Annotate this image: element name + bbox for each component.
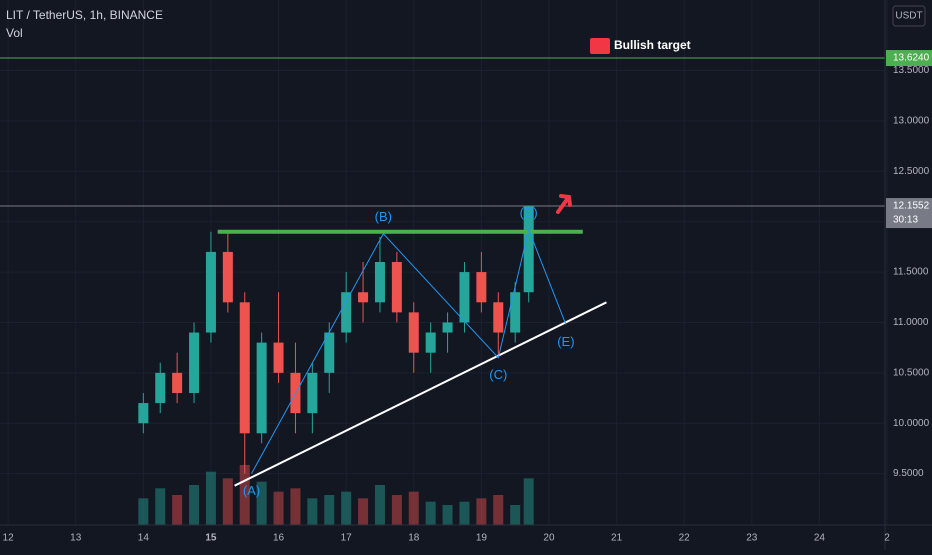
price-note: Bullish target — [614, 38, 691, 52]
volume-bar — [307, 498, 318, 525]
wave-path — [251, 228, 567, 474]
volume-bar — [510, 505, 521, 525]
volume-bar — [324, 495, 335, 525]
volume-bar — [290, 488, 301, 525]
price-label-box — [886, 198, 932, 229]
volume-bar — [239, 465, 250, 525]
candle-body — [425, 332, 436, 353]
wave-label: (E) — [557, 334, 574, 349]
wave-label: (B) — [375, 209, 392, 224]
candle-body — [358, 292, 369, 303]
volume-bar — [155, 488, 166, 525]
price-label-box — [886, 50, 932, 67]
candle-body — [256, 342, 267, 434]
candle-body — [324, 332, 335, 373]
volume-title: Vol — [6, 26, 23, 40]
currency[interactable]: USDT — [895, 11, 922, 22]
currency-box[interactable] — [892, 5, 926, 27]
volume-bar — [476, 498, 487, 525]
x-tick-label: 23 — [746, 533, 758, 544]
candle-body — [459, 272, 470, 323]
y-tick-label: 11.0000 — [893, 317, 929, 328]
candle-body — [307, 372, 318, 414]
x-tick-label: 14 — [138, 533, 150, 544]
y-tick-label: 13.0000 — [893, 116, 930, 127]
bullish-arrow — [556, 194, 572, 214]
volume-bar — [523, 478, 534, 525]
x-tick-label: 18 — [408, 533, 420, 544]
candle-body — [493, 302, 504, 333]
candle-body — [273, 342, 284, 373]
candle-body — [155, 372, 166, 404]
price-label: 12.1552 — [893, 201, 930, 212]
volume-bar — [189, 485, 200, 525]
x-tick-label: 20 — [543, 533, 555, 544]
x-tick-label: 12 — [3, 533, 15, 544]
volume-bar — [273, 491, 284, 525]
candle-body — [523, 206, 534, 293]
y-tick-label: 13.5000 — [893, 65, 930, 76]
x-tick-label: 13 — [70, 533, 82, 544]
volume-bar — [374, 485, 385, 525]
x-tick-label: 21 — [611, 533, 623, 544]
candle-body — [222, 251, 233, 303]
wave-label: (A) — [243, 483, 260, 498]
candle-body — [391, 261, 402, 313]
volume-bar — [358, 498, 369, 525]
volume-bar — [205, 471, 216, 525]
x-tick-label: 16 — [273, 533, 285, 544]
x-tick-label: 22 — [679, 533, 691, 544]
x-tick-label: 24 — [814, 533, 826, 544]
y-tick-label: 11.5000 — [893, 267, 929, 278]
candle-body — [239, 302, 250, 434]
candle-body — [408, 312, 419, 353]
volume-bar — [222, 478, 233, 525]
volume-bar — [459, 501, 470, 525]
x-tick-label: 2 — [884, 533, 890, 544]
candle-body — [476, 272, 487, 303]
candle-body — [510, 292, 521, 333]
volume-bar — [172, 495, 183, 525]
candle-body — [341, 292, 352, 333]
flag-icon — [590, 38, 610, 54]
plot — [0, 0, 888, 525]
y-tick-label: 9.5000 — [893, 468, 924, 479]
candle-body — [374, 261, 385, 303]
x-tick-label: 17 — [341, 533, 353, 544]
y-tick-label: 12.5000 — [893, 166, 930, 177]
volume-bar — [341, 491, 352, 525]
x-tick-label: 19 — [476, 533, 488, 544]
candle-body — [172, 372, 183, 393]
volume-bar — [391, 495, 402, 525]
price-label: 13.6240 — [893, 53, 930, 64]
volume-bar — [408, 491, 419, 525]
candle-body — [138, 403, 149, 424]
y-tick-label: 10.5000 — [893, 367, 930, 378]
wave-label: (D) — [520, 205, 538, 220]
symbol-title: LIT / TetherUS, 1h, BINANCE — [6, 8, 163, 22]
candle-body — [442, 322, 453, 333]
volume-bar — [493, 495, 504, 525]
y-tick-label: 10.0000 — [893, 418, 930, 429]
candle-body — [205, 251, 216, 333]
trend-line — [234, 301, 607, 487]
volume-bar — [256, 481, 267, 525]
wave-label: (C) — [489, 367, 507, 382]
candle-body — [189, 332, 200, 393]
volume-bar — [138, 498, 149, 525]
volume-bar — [442, 505, 453, 525]
countdown: 30:13 — [893, 215, 918, 226]
volume-bar — [425, 501, 436, 525]
x-tick-label: 15 — [205, 533, 217, 544]
